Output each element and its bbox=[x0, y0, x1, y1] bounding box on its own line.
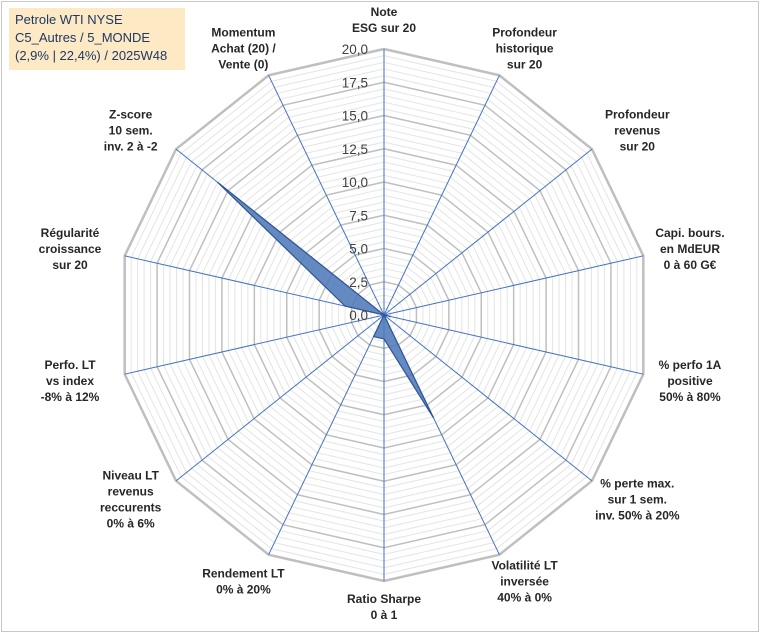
header-line-1: Petrole WTI NYSE bbox=[15, 12, 123, 27]
category-label: Profondeur historique sur 20 bbox=[492, 25, 557, 71]
tick-label: 5,0 bbox=[349, 242, 368, 257]
axis-spoke bbox=[383, 148, 593, 316]
axis-spoke bbox=[383, 314, 593, 482]
category-label: Note ESG sur 20 bbox=[352, 5, 416, 35]
axis-spoke bbox=[268, 314, 385, 555]
header-line-3: (2,9% | 22,4%) / 2025W48 bbox=[15, 48, 168, 63]
tick-label: 17,5 bbox=[342, 75, 368, 90]
axis-spoke bbox=[124, 314, 385, 375]
category-label: Capi. bours. en MdEUR 0 à 60 G€ bbox=[655, 226, 724, 272]
category-label: % perfo 1A positive 50% à 80% bbox=[659, 358, 722, 404]
chart-header-box: Petrole WTI NYSE C5_Autres / 5_MONDE (2,… bbox=[9, 8, 185, 70]
tick-label: 7,5 bbox=[349, 208, 368, 223]
tick-label: 0,0 bbox=[349, 308, 368, 323]
category-label: Perfo. LT vs index -8% à 12% bbox=[41, 358, 100, 404]
category-label: Volatilité LT inversée 40% à 0% bbox=[491, 559, 558, 605]
category-label: Régularité croissance sur 20 bbox=[39, 226, 102, 272]
category-label: Profondeur revenus sur 20 bbox=[605, 107, 670, 153]
tick-label: 15,0 bbox=[342, 109, 368, 124]
tick-label: 12,5 bbox=[342, 142, 368, 157]
category-label: Momentum Achat (20) / Vente (0) bbox=[211, 25, 276, 71]
series-area bbox=[217, 181, 435, 419]
axis-spoke bbox=[383, 314, 644, 375]
axis-spoke bbox=[124, 255, 385, 316]
tick-label: 10,0 bbox=[342, 175, 368, 190]
tick-label: 20,0 bbox=[342, 42, 368, 57]
axis-spoke bbox=[383, 255, 644, 316]
category-label: % perte max. sur 1 sem. inv. 50% à 20% bbox=[595, 477, 680, 523]
category-label: Ratio Sharpe 0 à 1 bbox=[347, 592, 421, 622]
axis-spoke bbox=[383, 75, 500, 316]
tick-label: 2,5 bbox=[349, 275, 368, 290]
category-label: Niveau LT revenus reccurents 0% à 6% bbox=[100, 469, 162, 531]
axis-spoke bbox=[175, 314, 385, 482]
category-label: Rendement LT 0% à 20% bbox=[202, 567, 285, 597]
axis-spoke bbox=[268, 75, 385, 316]
header-line-2: C5_Autres / 5_MONDE bbox=[15, 30, 151, 45]
category-label: Z-score 10 sem. inv. 2 à -2 bbox=[104, 107, 158, 153]
